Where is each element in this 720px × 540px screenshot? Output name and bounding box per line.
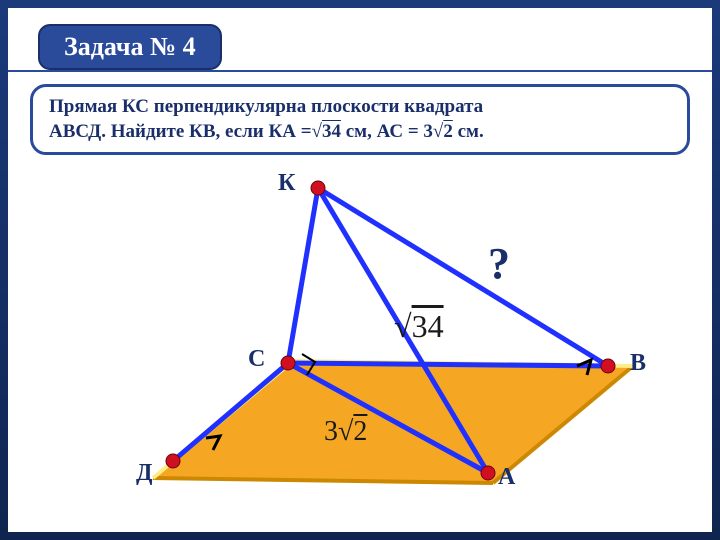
label-a: А	[498, 464, 515, 491]
content-area: Задача № 4 Прямая КС перпендикулярна пло…	[8, 8, 712, 532]
vertex-d	[166, 454, 180, 468]
problem-line2c: см, АС = 3√	[341, 121, 443, 142]
label-b: В	[630, 350, 646, 377]
title-badge: Задача № 4	[38, 24, 222, 70]
vertex-b	[601, 359, 615, 373]
label-c: С	[248, 346, 265, 373]
slide-border: Задача № 4 Прямая КС перпендикулярна пло…	[0, 0, 720, 540]
diagram-svg	[8, 168, 712, 528]
title-underline	[8, 70, 712, 72]
question-mark: ?	[488, 238, 510, 289]
label-k: К	[278, 170, 295, 197]
vertex-a	[481, 466, 495, 480]
vertex-c	[281, 356, 295, 370]
title-text: Задача № 4	[64, 32, 196, 61]
sqrt34-value: 34	[412, 308, 444, 344]
line-cb	[288, 363, 608, 366]
label-3sqrt2: 3√2	[324, 416, 367, 448]
problem-statement: Прямая КС перпендикулярна плоскости квад…	[30, 84, 690, 155]
problem-line2e: см.	[453, 121, 484, 142]
three-coef: 3	[324, 416, 338, 447]
line-kc	[288, 188, 318, 363]
sqrt2-value: 2	[353, 416, 367, 447]
problem-line2a: АВСД. Найдите КВ, если КА =√	[49, 121, 322, 142]
geometry-diagram: К С В Д А ? √34 3√2	[8, 168, 712, 532]
sqrt2-radical: √	[338, 416, 353, 447]
problem-line2d: 2	[443, 121, 453, 142]
line-kb	[318, 188, 608, 366]
problem-line1: Прямая КС перпендикулярна плоскости квад…	[49, 96, 483, 117]
sqrt34-radical: √	[394, 308, 412, 344]
label-d: Д	[136, 460, 153, 487]
problem-line2b: 34	[322, 121, 341, 142]
vertex-k	[311, 181, 325, 195]
label-sqrt34: √34	[394, 308, 444, 345]
